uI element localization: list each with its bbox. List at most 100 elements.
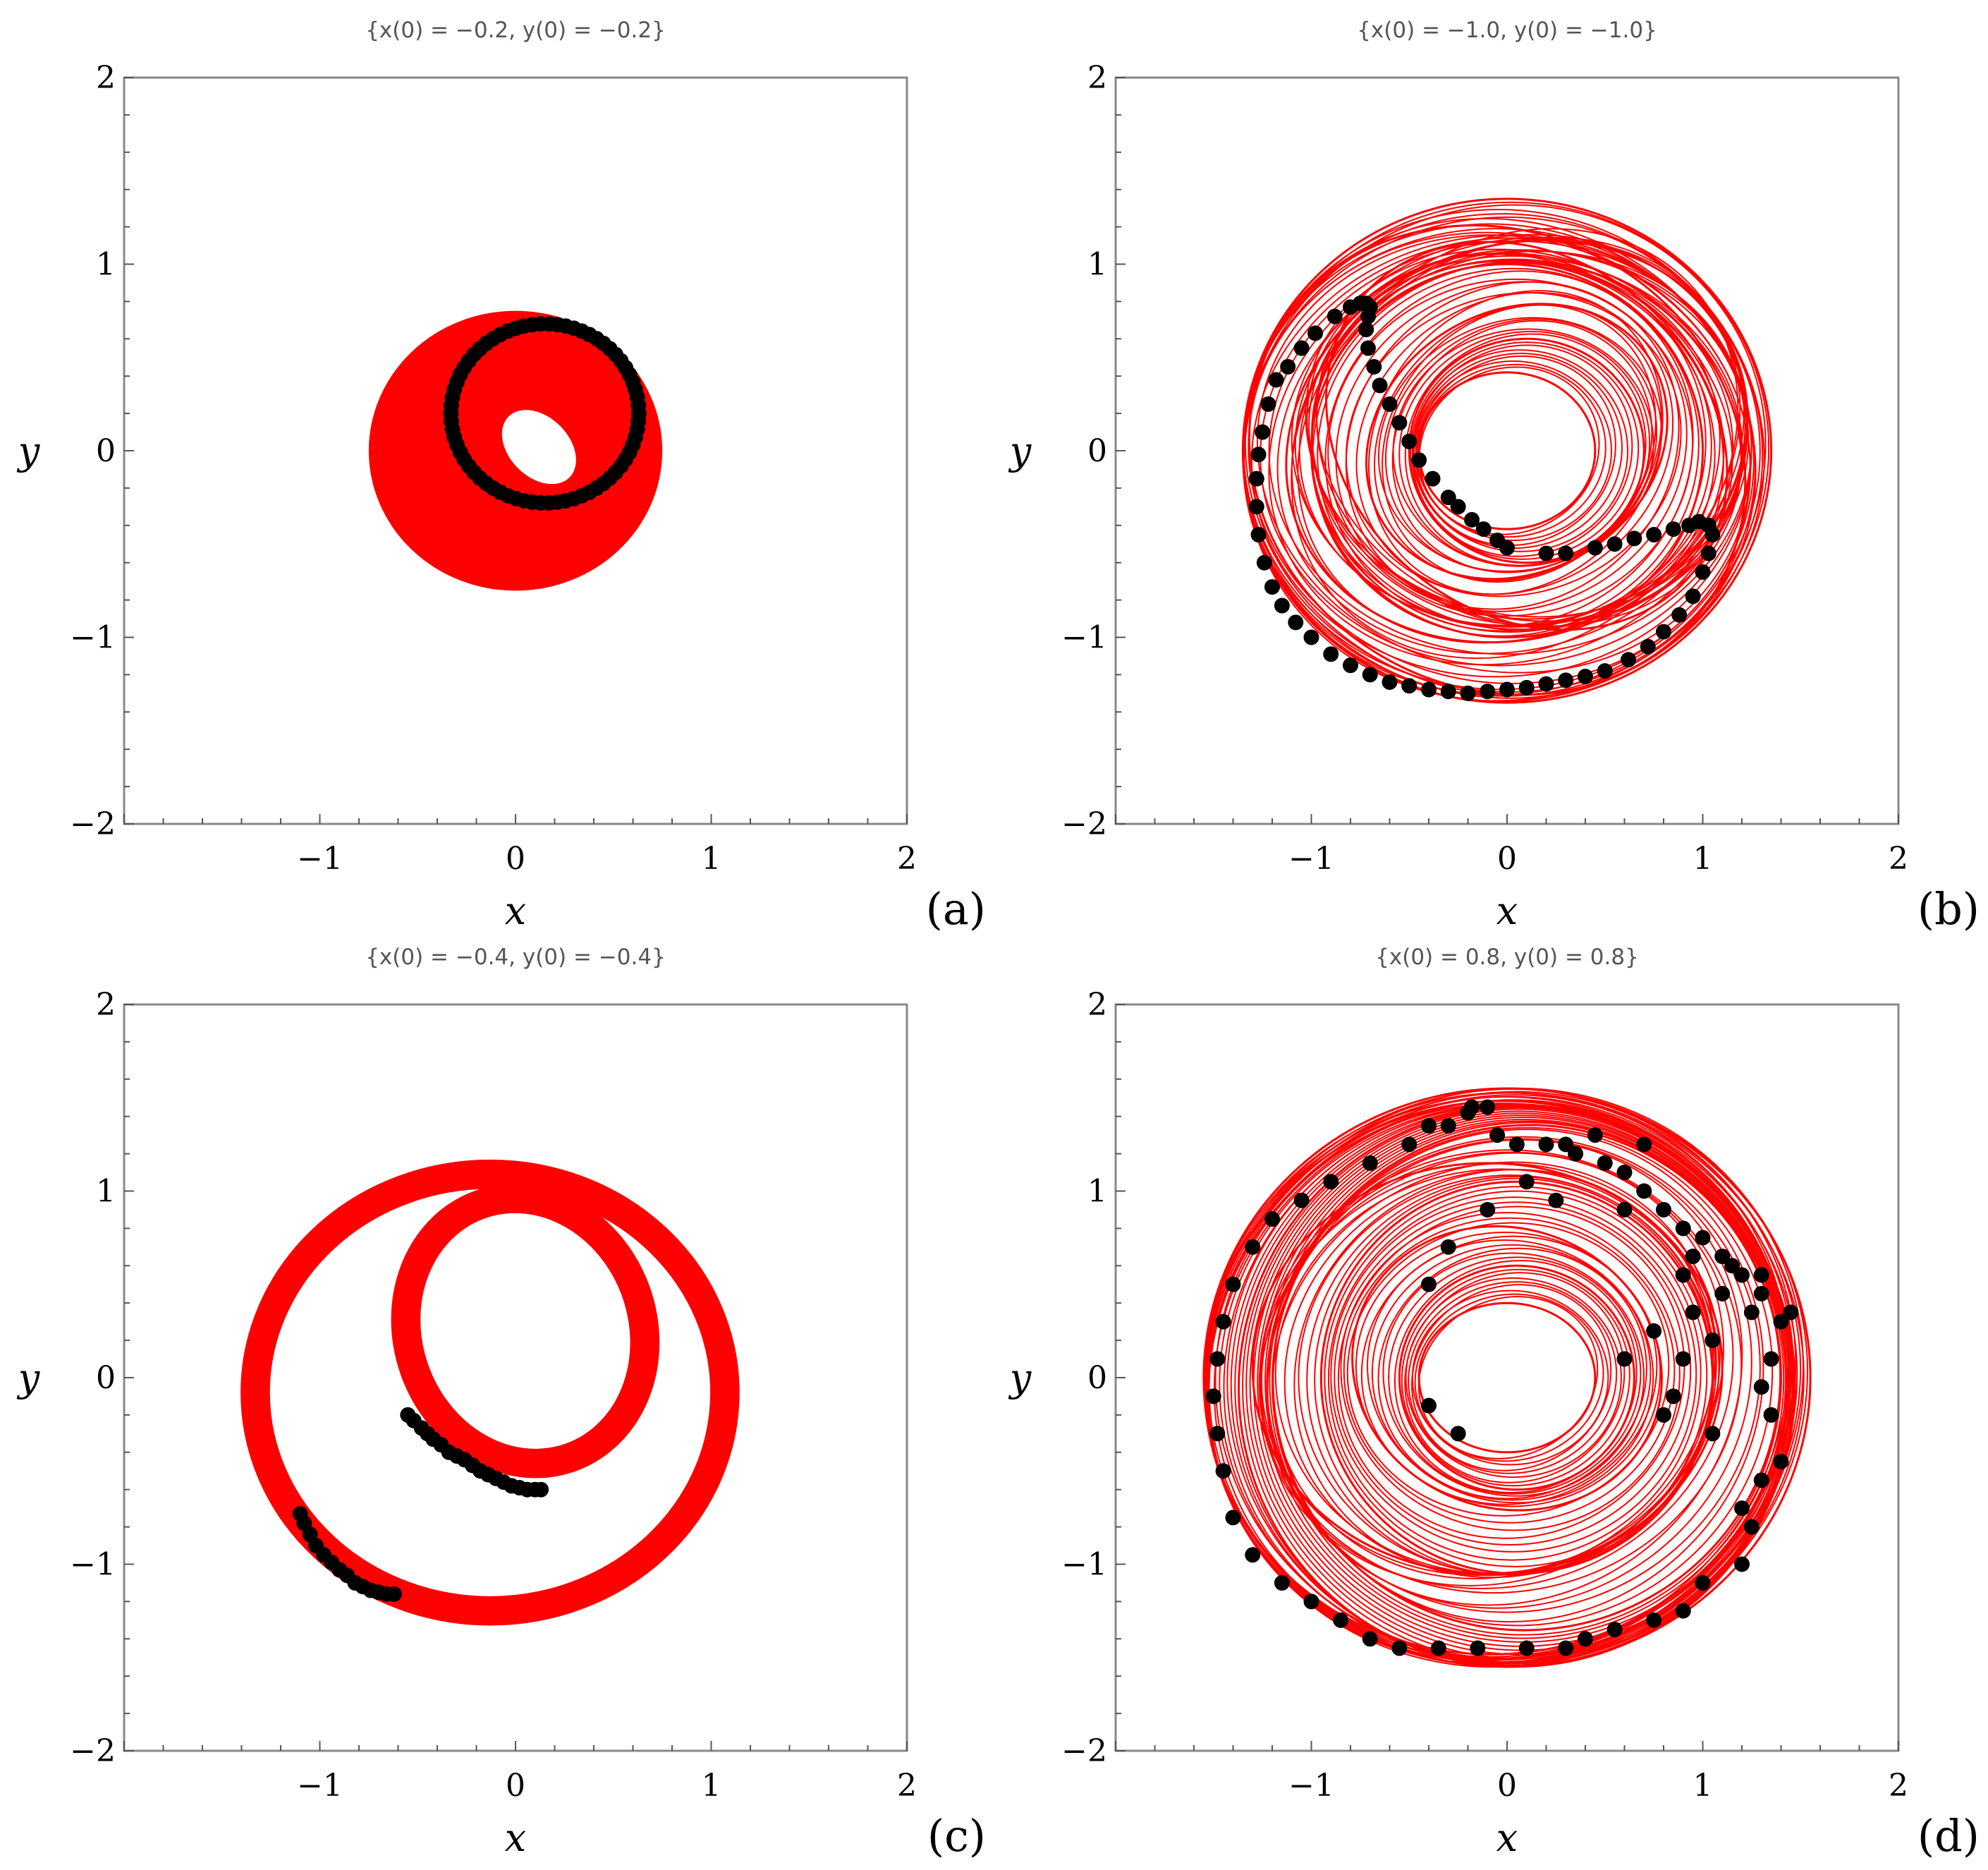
panel-b-orbit-loop <box>1404 333 1647 566</box>
panel-b-poincare-point <box>1538 676 1554 692</box>
panel-d-poincare-point <box>1685 1249 1701 1265</box>
panel-b-xtick-label: 0 <box>1497 841 1517 877</box>
panel-b-poincare-point <box>1260 396 1276 412</box>
panel-d-orbit-loop <box>1306 1175 1715 1576</box>
panel-d-ytick-label: 1 <box>1087 1174 1107 1210</box>
panel-b-poincare-point <box>1640 638 1656 655</box>
panel-d-poincare-point <box>1705 1332 1721 1349</box>
panel-b-poincare-point <box>1343 657 1358 674</box>
panel-b-poincare-point <box>1621 652 1637 668</box>
panel-d-poincare-point <box>1616 1351 1633 1367</box>
panel-d-poincare-point <box>1421 1276 1437 1292</box>
panel-d-orbit-loop <box>1293 1169 1714 1579</box>
panel-c-plot-area <box>240 1159 740 1626</box>
panel-b-poincare-point <box>1671 607 1688 623</box>
panel-b-poincare-point <box>1256 554 1272 571</box>
panel-d-orbit-loop <box>1417 1296 1599 1459</box>
panel-d-poincare-point <box>1636 1136 1652 1153</box>
panel-d-orbit-loop <box>1257 1116 1788 1647</box>
panel-b-poincare-point <box>1360 308 1376 324</box>
panel-c-ylabel: y <box>17 1356 41 1400</box>
panel-d-orbit-loop <box>1314 1177 1714 1576</box>
panel-c-ytick-label: 0 <box>96 1360 116 1396</box>
panel-b-title: {x(0) = −1.0, y(0) = −1.0} <box>1357 18 1657 43</box>
panel-b-ytick-label: 0 <box>1087 433 1107 469</box>
panel-c-xlabel: x <box>505 1816 526 1860</box>
panel-d-poincare-point <box>1225 1510 1241 1526</box>
panel-d-ytick-label: 0 <box>1087 1360 1107 1396</box>
panel-d-poincare-point <box>1558 1136 1574 1153</box>
panel-b-poincare-point <box>1421 681 1437 698</box>
panel-d-poincare-point <box>1665 1388 1681 1404</box>
panel-a-xtick-label: 0 <box>506 841 525 877</box>
panel-d-poincare-point <box>1450 1426 1466 1442</box>
panel-b-orbit-hole <box>1422 376 1592 526</box>
panel-d-orbit-loop <box>1367 1239 1654 1504</box>
panel-b-poincare-point <box>1401 433 1417 449</box>
panel-a-xtick-label: 1 <box>702 841 721 877</box>
panel-d-ytick-label: 2 <box>1087 987 1107 1023</box>
panel-d-poincare-point <box>1597 1155 1613 1171</box>
panel-a-ytick-label: −2 <box>70 806 116 842</box>
panel-d-poincare-point <box>1675 1603 1691 1619</box>
panel-d-orbit-loop <box>1261 1162 1721 1576</box>
panel-d-poincare-point <box>1763 1351 1779 1367</box>
panel-d-poincare-point <box>1518 1174 1535 1190</box>
panel-d-poincare-point <box>1753 1379 1769 1395</box>
panel-d-poincare-point <box>1734 1556 1750 1572</box>
panel-a-xtick-label: −1 <box>297 841 343 877</box>
panel-c-letter: (c) <box>927 1810 986 1862</box>
panel-d-poincare-point <box>1734 1500 1750 1517</box>
panel-b-poincare-point <box>1475 521 1492 538</box>
panel-a-xtick-label: 2 <box>897 841 917 877</box>
panel-d-poincare-point <box>1763 1407 1779 1423</box>
panel-d-poincare-point <box>1578 1631 1593 1647</box>
panel-b-poincare-point <box>1307 325 1324 341</box>
panel-b-orbit-loop <box>1291 228 1739 660</box>
panel-b-poincare-point <box>1323 646 1339 662</box>
panel-d-poincare-point <box>1440 1117 1456 1134</box>
panel-d-poincare-point <box>1616 1165 1633 1181</box>
panel-d-poincare-point <box>1508 1136 1525 1153</box>
panel-b-poincare-point <box>1440 684 1456 700</box>
panel-d-poincare-point <box>1480 1099 1496 1115</box>
panel-d-orbit-loop <box>1213 1099 1790 1660</box>
panel-d-xtick-label: 1 <box>1693 1768 1713 1804</box>
panel-b-poincare-point <box>1288 614 1304 631</box>
panel-b-poincare-point <box>1248 499 1264 515</box>
panel-c: {x(0) = −0.4, y(0) = −0.4} −1 0 1 2 −2 −… <box>17 945 986 1862</box>
panel-d-poincare-point <box>1518 1640 1535 1656</box>
panel-b-poincare-point <box>1366 358 1382 375</box>
panel-c-orbit-band <box>240 1159 740 1626</box>
panel-d-poincare-point <box>1675 1220 1691 1237</box>
panel-b-orbit-loop <box>1355 291 1674 595</box>
panel-b-poincare-point <box>1372 377 1388 394</box>
panel-a-orbit-hole <box>501 410 576 485</box>
panel-b-orbit-loop <box>1312 261 1707 637</box>
panel-d-poincare-point <box>1705 1426 1721 1442</box>
panel-b-poincare-point <box>1303 629 1319 645</box>
panel-b-poincare-point <box>1411 452 1427 468</box>
panel-d-poincare-point <box>1401 1136 1417 1153</box>
panel-b-ytick-label: 1 <box>1087 247 1107 283</box>
panel-d-poincare-point <box>1616 1201 1633 1218</box>
panel-d-poincare-point <box>1225 1276 1241 1292</box>
panel-d-poincare-point <box>1440 1239 1456 1255</box>
panel-c-ytick-label: −1 <box>70 1547 116 1583</box>
panel-b-orbit-loop <box>1413 352 1623 550</box>
panel-b-poincare-point <box>1464 511 1480 528</box>
panel-d-orbit-loop <box>1272 1161 1716 1579</box>
panel-b-ticks <box>1115 77 1899 825</box>
panel-a-ylabel: y <box>17 429 41 473</box>
panel-d-poincare-point <box>1215 1463 1231 1479</box>
panel-b-poincare-point <box>1382 396 1398 412</box>
panel-c-poincare-point <box>386 1586 402 1602</box>
panel-b-poincare-point <box>1695 564 1711 580</box>
panel-d-poincare-point <box>1675 1267 1691 1283</box>
panel-d-orbit-loop <box>1266 1136 1761 1613</box>
panel-b-poincare-point <box>1293 340 1310 356</box>
panel-d-poincare-point <box>1333 1612 1349 1628</box>
panel-b-poincare-point <box>1343 299 1358 315</box>
panel-c-ytick-label: −2 <box>70 1733 116 1769</box>
panel-d-poincare-point <box>1724 1258 1740 1274</box>
